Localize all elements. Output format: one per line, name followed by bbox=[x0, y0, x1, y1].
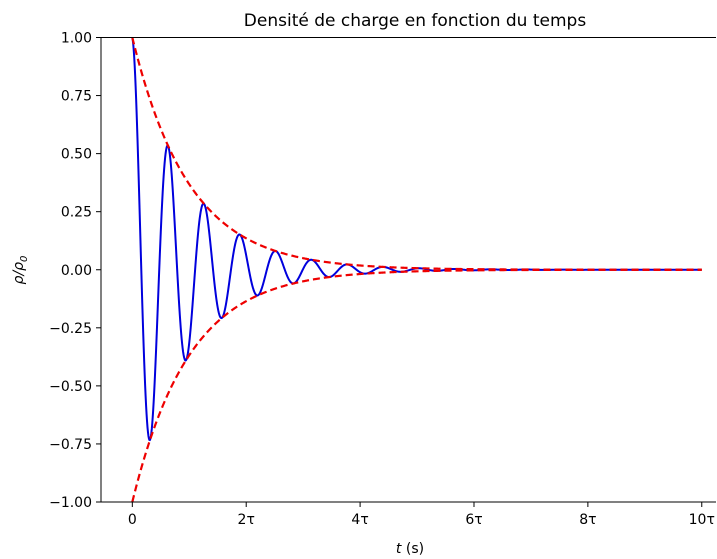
x-tick-label: 2τ bbox=[238, 512, 255, 528]
y-tick-label: −0.75 bbox=[49, 437, 92, 453]
y-tick-label: −0.50 bbox=[49, 379, 92, 395]
x-tick-label: 10τ bbox=[689, 512, 715, 528]
signal-line bbox=[131, 37, 702, 442]
plot-lines bbox=[131, 37, 702, 503]
x-tick-label: 6τ bbox=[465, 512, 482, 528]
envelope-line bbox=[131, 37, 702, 271]
x-axis-ticks: 0 2τ 4τ 6τ 8τ 10τ bbox=[128, 502, 715, 528]
y-axis-label: ρ/ρ0 bbox=[11, 256, 30, 285]
y-tick-label: 0.50 bbox=[61, 147, 92, 163]
y-tick-label: 0.75 bbox=[61, 89, 92, 105]
y-axis-ticks: 1.00 0.75 0.50 0.25 0.00 −0.25 −0.50 −0.75 −1.00 bbox=[49, 31, 101, 511]
y-tick-label: −0.25 bbox=[49, 321, 92, 337]
y-tick-label: 0.25 bbox=[61, 205, 92, 221]
y-tick-label: −1.00 bbox=[49, 495, 92, 511]
x-tick-label: 0 bbox=[128, 512, 137, 528]
y-tick-label: 0.00 bbox=[61, 263, 92, 279]
x-axis-label: t (s) bbox=[396, 541, 424, 557]
x-tick-label: 4τ bbox=[351, 512, 368, 528]
y-tick-label: 1.00 bbox=[61, 31, 92, 47]
envelope-line bbox=[131, 268, 702, 503]
chart-title: Densité de charge en fonction du temps bbox=[244, 11, 587, 31]
x-tick-label: 8τ bbox=[579, 512, 596, 528]
